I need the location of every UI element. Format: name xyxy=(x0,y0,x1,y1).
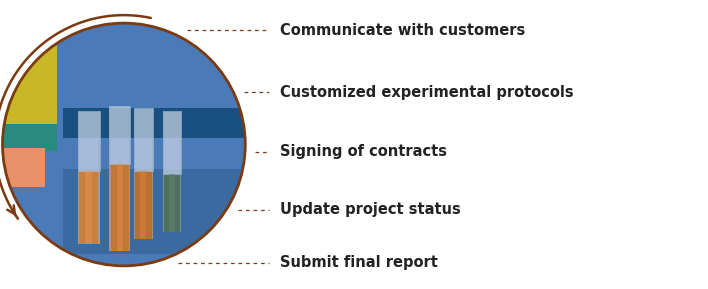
Bar xyxy=(63,108,258,138)
Bar xyxy=(78,171,100,244)
Bar xyxy=(98,110,100,244)
Bar xyxy=(109,106,110,251)
Bar xyxy=(3,148,45,187)
Text: Signing of contracts: Signing of contracts xyxy=(280,144,447,159)
Bar xyxy=(3,23,57,126)
Bar xyxy=(134,108,135,239)
Bar xyxy=(109,106,130,164)
Bar xyxy=(3,124,57,151)
Bar xyxy=(134,108,153,171)
Bar xyxy=(129,106,130,251)
Bar xyxy=(78,110,100,171)
Text: Update project status: Update project status xyxy=(280,202,460,217)
Text: Customized experimental protocols: Customized experimental protocols xyxy=(280,85,573,100)
Bar xyxy=(134,171,153,239)
Bar xyxy=(109,164,130,251)
Bar xyxy=(163,110,164,232)
Bar xyxy=(140,171,147,239)
Bar xyxy=(163,110,181,174)
Bar xyxy=(78,110,79,244)
Bar xyxy=(152,108,153,239)
Bar xyxy=(169,174,175,232)
Text: Submit final report: Submit final report xyxy=(280,255,438,271)
Bar xyxy=(180,110,181,232)
Bar xyxy=(63,169,258,254)
Text: Communicate with customers: Communicate with customers xyxy=(280,23,525,38)
Bar xyxy=(163,174,181,232)
Ellipse shape xyxy=(3,23,245,266)
Bar xyxy=(117,164,122,251)
Bar xyxy=(86,171,92,244)
